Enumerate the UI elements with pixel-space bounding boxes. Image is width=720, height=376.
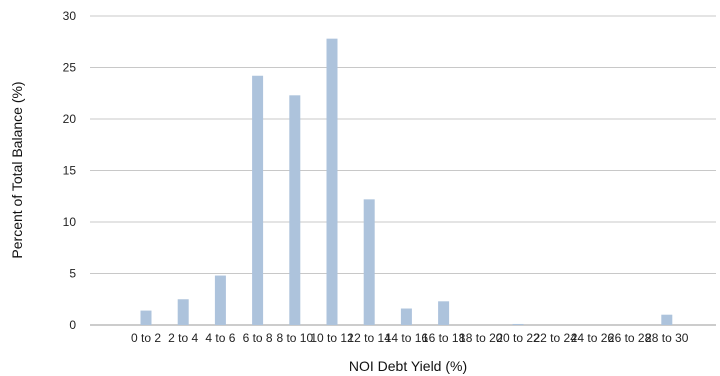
y-tick-labels: 0 5 10 15 20 25 30 xyxy=(63,9,77,332)
x-tick-label-1: 0 to 2 xyxy=(131,331,161,345)
bar-7 xyxy=(363,199,375,325)
x-tick-label-15: 28 to 30 xyxy=(645,331,689,345)
x-tick-label-5: 8 to 10 xyxy=(276,331,313,345)
bar-1 xyxy=(140,310,152,325)
bar-6 xyxy=(326,38,338,325)
x-tick-label-8: 14 to 16 xyxy=(385,331,429,345)
x-tick-label-10: 18 to 20 xyxy=(459,331,503,345)
y-tick-label-15: 15 xyxy=(63,164,77,178)
x-tick-label-13: 24 to 26 xyxy=(571,331,615,345)
x-tick-label-14: 26 to 28 xyxy=(608,331,652,345)
y-tick-label-10: 10 xyxy=(63,215,77,229)
y-tick-label-30: 30 xyxy=(63,9,77,23)
bar-15 xyxy=(661,314,673,325)
bar-5 xyxy=(289,95,301,325)
bar-3 xyxy=(214,275,226,325)
bars xyxy=(140,38,673,326)
x-tick-label-3: 4 to 6 xyxy=(205,331,235,345)
y-axis-title: Percent of Total Balance (%) xyxy=(9,81,25,258)
y-tick-label-25: 25 xyxy=(63,61,77,75)
x-tick-label-9: 16 to 18 xyxy=(422,331,466,345)
bar-8 xyxy=(400,308,412,325)
bar-11 xyxy=(512,323,524,325)
bar-9 xyxy=(438,301,450,325)
gridlines xyxy=(90,15,716,326)
y-tick-label-0: 0 xyxy=(69,318,76,332)
x-tick-label-6: 10 to 12 xyxy=(310,331,354,345)
bar-2 xyxy=(177,299,189,325)
x-tick-label-12: 22 to 24 xyxy=(534,331,578,345)
x-tick-label-7: 12 to 14 xyxy=(348,331,392,345)
y-tick-label-20: 20 xyxy=(63,112,77,126)
y-tick-label-5: 5 xyxy=(69,267,76,281)
x-tick-label-11: 20 to 22 xyxy=(496,331,540,345)
x-tick-label-2: 2 to 4 xyxy=(168,331,198,345)
bar-4 xyxy=(252,75,264,326)
x-tick-label-4: 6 to 8 xyxy=(243,331,273,345)
x-axis-title: NOI Debt Yield (%) xyxy=(349,358,467,374)
